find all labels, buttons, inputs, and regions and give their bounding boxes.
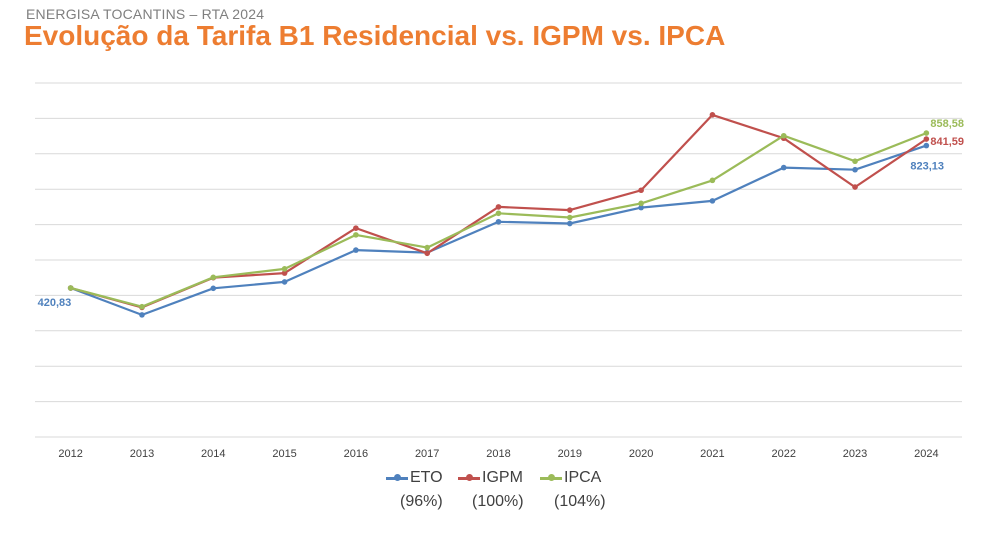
- data-point-igpm: [852, 184, 858, 190]
- data-point-igpm: [567, 207, 573, 213]
- x-tick-label: 2018: [486, 448, 510, 460]
- legend-pct-ipca: (104%): [554, 493, 606, 510]
- legend-label-igpm: IGPM: [482, 469, 523, 486]
- legend-label-eto: ETO: [410, 469, 443, 486]
- x-tick-label: 2016: [344, 448, 368, 460]
- data-point-igpm: [923, 136, 930, 142]
- x-axis-ticks: 2012 2013 2014 2015 2016 2017 2018 2019 2020 2021…: [58, 448, 938, 460]
- data-point-eto: [139, 312, 145, 318]
- x-tick-label: 2015: [272, 448, 296, 460]
- data-point-ipca: [424, 244, 430, 251]
- series-line-eto: [70, 144, 927, 316]
- data-point-eto: [567, 220, 573, 227]
- legend-swatch-igpm: [458, 474, 480, 481]
- data-point-eto: [638, 204, 644, 211]
- legend-label-ipca: IPCA: [564, 469, 602, 486]
- x-tick-label: 2022: [771, 448, 795, 460]
- data-point-eto: [709, 198, 716, 204]
- data-point-ipca: [353, 232, 359, 238]
- end-label-eto: 823,13: [910, 161, 944, 173]
- data-point-eto: [923, 142, 930, 149]
- data-point-eto: [852, 166, 858, 173]
- data-point-igpm: [495, 204, 502, 210]
- x-tick-label: 2023: [843, 448, 867, 460]
- data-point-ipca: [495, 210, 502, 217]
- x-tick-label: 2014: [201, 448, 225, 460]
- data-point-igpm: [281, 270, 288, 276]
- legend-pct-igpm: (100%): [472, 493, 524, 510]
- legend-swatch-ipca: [540, 474, 562, 481]
- data-labels: 823,13 420,83 841,59 858,58: [38, 118, 964, 309]
- x-tick-label: 2012: [58, 448, 82, 460]
- start-label-eto: 420,83: [38, 297, 72, 309]
- report-subtitle: ENERGISA TOCANTINS – RTA 2024: [26, 6, 265, 22]
- data-point-eto: [353, 247, 359, 253]
- legend-item-igpm: IGPM (100%): [458, 468, 524, 511]
- data-point-ipca: [567, 214, 573, 221]
- data-point-ipca: [139, 303, 145, 310]
- grid-lines: [35, 82, 962, 438]
- data-point-igpm: [424, 250, 430, 257]
- data-point-ipca: [281, 266, 288, 272]
- x-tick-label: 2013: [130, 448, 154, 460]
- x-tick-label: 2020: [629, 448, 653, 460]
- data-point-ipca: [638, 200, 644, 207]
- data-point-eto: [210, 285, 217, 292]
- end-label-igpm: 841,59: [930, 136, 964, 148]
- data-point-igpm: [638, 187, 644, 194]
- x-tick-label: 2017: [415, 448, 439, 460]
- data-point-igpm: [709, 112, 716, 118]
- x-tick-label: 2021: [700, 448, 724, 460]
- legend-pct-eto: (96%): [400, 493, 443, 510]
- legend-item-eto: ETO (96%): [386, 468, 443, 511]
- x-tick-label: 2019: [558, 448, 582, 460]
- x-tick-label: 2024: [914, 448, 938, 460]
- data-point-igpm: [353, 225, 359, 231]
- data-point-eto: [780, 164, 787, 171]
- legend-swatch-eto: [386, 474, 408, 481]
- legend: ETO (96%) IGPM (100%) IPCA (104%): [0, 468, 1000, 528]
- end-label-ipca: 858,58: [930, 118, 964, 130]
- data-point-ipca: [210, 274, 217, 281]
- chart-title: Evolução da Tarifa B1 Residencial vs. IG…: [24, 20, 726, 51]
- data-point-ipca: [852, 158, 858, 165]
- data-point-eto: [495, 218, 502, 225]
- data-point-ipca: [780, 132, 787, 139]
- series-lines: [67, 112, 930, 318]
- data-point-eto: [281, 279, 288, 285]
- data-point-ipca: [709, 177, 716, 184]
- legend-item-ipca: IPCA (104%): [540, 468, 606, 511]
- data-point-ipca: [67, 285, 74, 291]
- data-point-ipca: [923, 130, 930, 136]
